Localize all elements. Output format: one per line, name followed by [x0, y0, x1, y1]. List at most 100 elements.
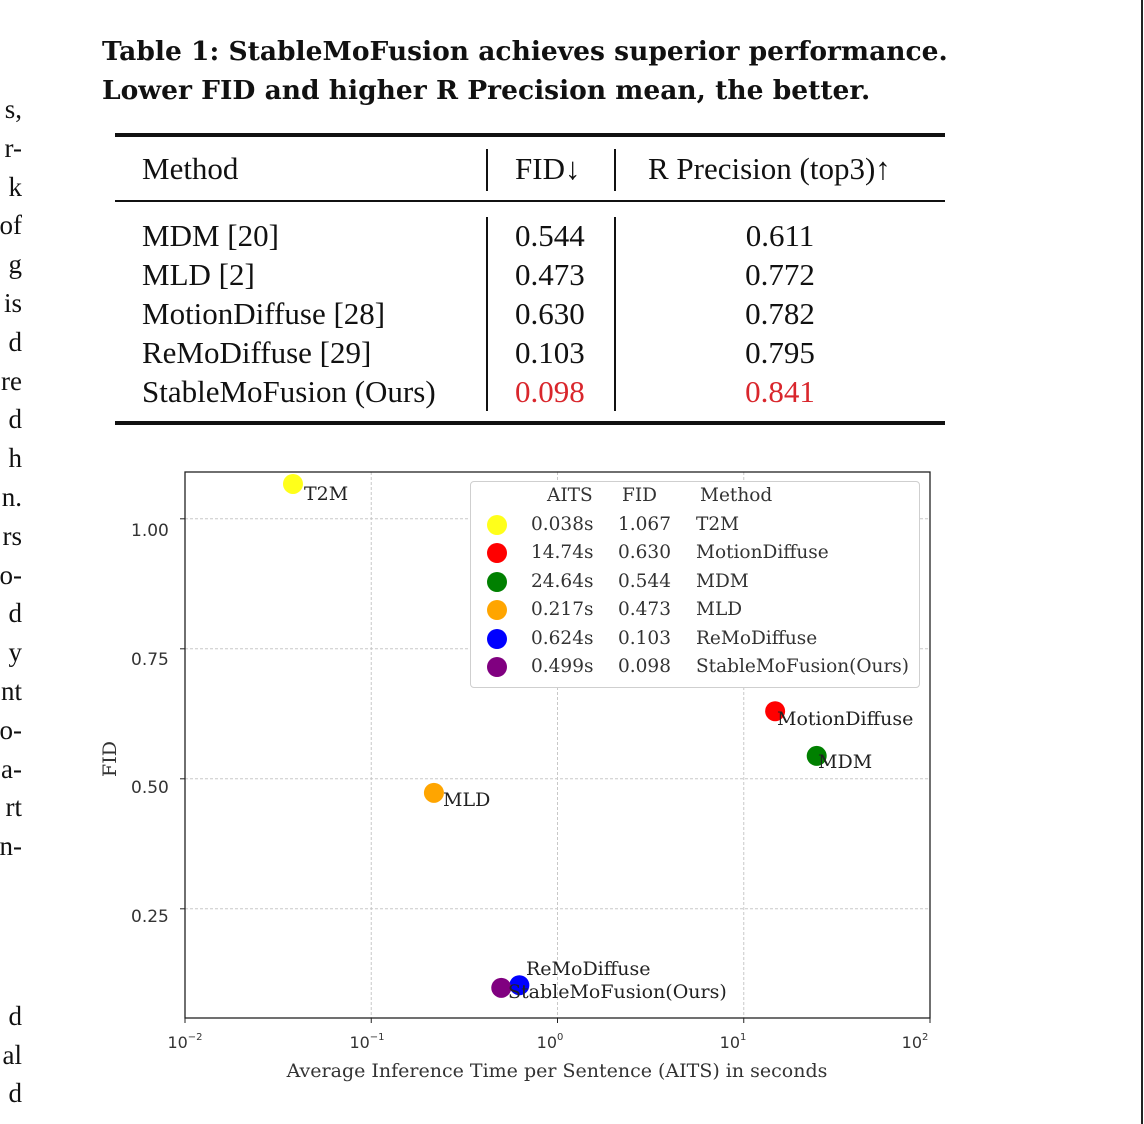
point-label: StableMoFusion(Ours): [508, 981, 727, 1003]
legend-fid: 0.630: [618, 542, 671, 563]
cell-fid: 0.103: [515, 335, 585, 370]
margin-text: d: [8, 404, 23, 434]
cell-fid: 0.544: [515, 218, 585, 253]
cell-fid: 0.473: [515, 257, 585, 292]
margin-text: d: [8, 1001, 23, 1031]
caption-line: Table 1: StableMoFusion achieves superio…: [102, 36, 948, 67]
legend-method: MDM: [696, 571, 749, 592]
legend-header-aits: AITS: [547, 485, 593, 506]
point-label: ReMoDiffuse: [526, 958, 651, 980]
data-point: [282, 473, 303, 494]
x-axis-label: Average Inference Time per Sentence (AIT…: [286, 1060, 828, 1082]
cell-method: StableMoFusion (Ours): [142, 374, 436, 409]
header-r-precision: R Precision (top3)↑: [648, 151, 891, 186]
cell-r-precision: 0.772: [745, 257, 815, 292]
margin-text: k: [8, 172, 23, 202]
column-separator: [614, 149, 616, 191]
x-tick-label: 101: [719, 1031, 747, 1052]
x-tick-label: 10−1: [349, 1031, 385, 1052]
margin-text: re: [1, 366, 22, 396]
y-axis-label: FID: [98, 741, 121, 777]
legend-header-fid: FID: [622, 485, 657, 506]
legend-method: ReMoDiffuse: [696, 628, 818, 649]
x-tick-label: 10−2: [167, 1031, 203, 1052]
margin-text: o-: [0, 715, 22, 745]
legend-aits: 14.74s: [531, 542, 594, 563]
margin-text: of: [0, 210, 22, 240]
legend-marker: [487, 657, 507, 677]
cell-method: MotionDiffuse [28]: [142, 296, 386, 331]
table-caption: Table 1: StableMoFusion achieves superio…: [102, 32, 1002, 110]
legend-fid: 1.067: [618, 514, 671, 535]
legend-fid: 0.098: [618, 656, 671, 677]
chart-legend: AITS FID Method 0.038s 1.067 T2M 14.74s …: [470, 481, 920, 688]
legend-marker: [487, 600, 507, 620]
legend-marker: [487, 543, 507, 563]
table-bottom-rule: [115, 421, 945, 425]
margin-text: o-: [0, 560, 22, 590]
margin-text: y: [8, 637, 23, 667]
data-point: [423, 782, 444, 803]
margin-text: d: [8, 327, 23, 357]
legend-aits: 0.217s: [531, 599, 594, 620]
margin-text: r-: [4, 133, 22, 163]
cell-method: MDM [20]: [142, 218, 279, 253]
header-method: Method: [142, 151, 239, 186]
column-separator: [486, 217, 488, 411]
caption-line: Lower FID and higher R Precision mean, t…: [102, 75, 871, 106]
legend-method: MotionDiffuse: [696, 542, 829, 563]
cell-fid-best: 0.098: [515, 374, 585, 409]
left-column-fragment: s, r- k of g is d re d h n. rs o- d y nt…: [0, 0, 30, 1124]
data-point: [806, 745, 827, 766]
point-label: MotionDiffuse: [777, 708, 914, 730]
margin-text: rs: [2, 521, 23, 551]
x-tick-label: 102: [901, 1031, 929, 1052]
point-label: MLD: [443, 789, 491, 811]
legend-aits: 0.499s: [531, 656, 594, 677]
point-label: T2M: [304, 483, 349, 505]
legend-header-method: Method: [700, 485, 773, 506]
legend-fid: 0.103: [618, 628, 671, 649]
column-separator: [486, 149, 488, 191]
cell-r-precision-best: 0.841: [745, 374, 815, 409]
margin-text: n-: [0, 831, 22, 861]
margin-text: n.: [1, 482, 22, 512]
legend-method: StableMoFusion(Ours): [696, 656, 909, 677]
legend-marker: [487, 515, 507, 535]
legend-aits: 0.624s: [531, 628, 594, 649]
data-point: [509, 975, 530, 996]
margin-text: a-: [1, 754, 22, 784]
column-separator: [614, 217, 616, 411]
cell-method: ReMoDiffuse [29]: [142, 335, 372, 370]
cell-fid: 0.630: [515, 296, 585, 331]
legend-aits: 0.038s: [531, 514, 594, 535]
table-header-rule: [115, 200, 945, 202]
margin-text: s,: [4, 94, 22, 124]
x-tick-label: 100: [536, 1031, 564, 1052]
legend-fid: 0.544: [618, 571, 671, 592]
margin-text: d: [8, 598, 23, 628]
margin-text: h: [8, 443, 23, 473]
legend-fid: 0.473: [618, 599, 671, 620]
point-label: MDM: [818, 751, 873, 773]
y-tick-label: 1.00: [131, 521, 169, 541]
y-tick-label: 0.50: [131, 778, 169, 798]
margin-text: is: [3, 288, 22, 318]
y-tick-label: 0.25: [131, 907, 169, 927]
margin-text: g: [8, 249, 23, 279]
margin-text: nt: [0, 676, 22, 706]
margin-text: al: [2, 1040, 23, 1070]
header-fid: FID↓: [515, 151, 581, 186]
legend-method: MLD: [696, 599, 743, 620]
y-tick-label: 0.75: [131, 650, 169, 670]
cell-r-precision: 0.611: [745, 218, 815, 253]
legend-marker: [487, 572, 507, 592]
page-edge: [1141, 0, 1143, 1124]
margin-text: rt: [5, 792, 23, 822]
legend-aits: 24.64s: [531, 571, 594, 592]
cell-method: MLD [2]: [142, 257, 255, 292]
table-top-rule: [115, 133, 945, 137]
legend-marker: [487, 629, 507, 649]
cell-r-precision: 0.795: [745, 335, 815, 370]
margin-text: d: [8, 1078, 23, 1108]
